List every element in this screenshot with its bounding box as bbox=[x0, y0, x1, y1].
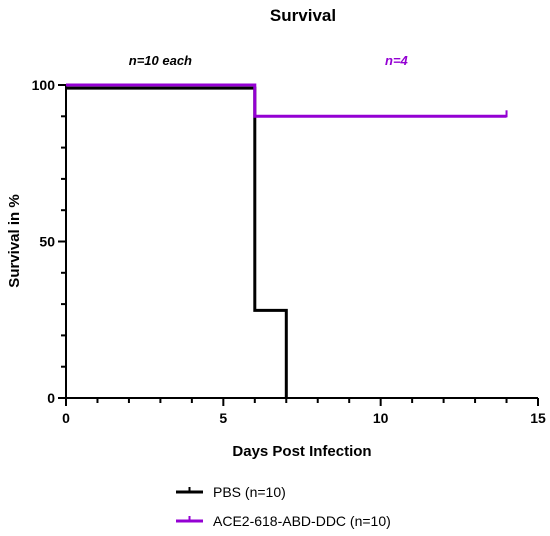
annotation-2: n=4 bbox=[385, 53, 409, 68]
legend-label-2: ACE2-618-ABD-DDC (n=10) bbox=[213, 513, 391, 529]
y-tick-label: 50 bbox=[39, 234, 55, 250]
x-tick-label: 0 bbox=[62, 410, 70, 426]
series-line-2 bbox=[66, 83, 507, 118]
x-tick-label: 5 bbox=[219, 410, 227, 426]
y-tick-label: 100 bbox=[32, 77, 56, 93]
chart-title: Survival bbox=[270, 6, 336, 25]
legend: PBS (n=10) ACE2-618-ABD-DDC (n=10) bbox=[176, 484, 391, 529]
legend-label-1: PBS (n=10) bbox=[213, 484, 286, 500]
annotation-1: n=10 each bbox=[129, 53, 192, 68]
y-axis-label: Survival in % bbox=[6, 194, 23, 287]
y-tick-label: 0 bbox=[47, 390, 55, 406]
plot-area: 0 50 100 0 5 10 15 n=10 each n=4 bbox=[32, 53, 546, 426]
x-tick-label: 15 bbox=[530, 410, 546, 426]
x-axis-label: Days Post Infection bbox=[232, 443, 371, 460]
series-line-1 bbox=[66, 86, 288, 398]
x-tick-label: 10 bbox=[373, 410, 389, 426]
